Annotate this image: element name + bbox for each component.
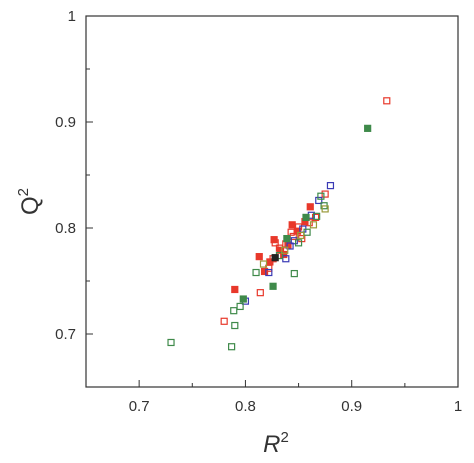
data-point — [306, 203, 314, 211]
data-point — [280, 250, 288, 259]
y-tick-label: 0.7 — [55, 326, 76, 343]
data-point — [287, 228, 295, 236]
x-tick-label: 0.8 — [235, 398, 256, 415]
data-point — [270, 236, 278, 244]
data-point — [286, 242, 294, 250]
data-point — [297, 231, 305, 240]
data-point — [220, 317, 228, 325]
data-point — [364, 124, 372, 132]
y-tick-label: 0.8 — [55, 220, 76, 237]
x-axis-label: R2 — [263, 429, 289, 458]
points-layer — [167, 97, 391, 351]
data-point — [290, 237, 298, 245]
y-axis-label: Q2 — [15, 188, 44, 215]
data-point — [255, 253, 263, 261]
y-tick-label: 0.9 — [55, 114, 76, 131]
ticks-layer — [86, 68, 406, 387]
data-point — [281, 246, 289, 254]
data-point — [230, 307, 238, 315]
data-point — [302, 213, 310, 221]
data-point — [283, 235, 291, 243]
data-point — [311, 213, 320, 221]
data-point — [260, 267, 269, 276]
data-point — [326, 182, 335, 190]
data-point — [239, 295, 247, 303]
plot-frame — [85, 15, 459, 388]
data-point — [259, 260, 268, 268]
data-point — [290, 269, 298, 278]
data-point — [252, 268, 260, 277]
data-point — [256, 289, 264, 297]
data-point — [269, 282, 277, 290]
data-point — [231, 321, 239, 330]
data-point — [294, 239, 303, 247]
data-point — [228, 343, 236, 351]
data-point — [265, 268, 273, 277]
data-point — [317, 192, 325, 200]
data-point — [167, 338, 175, 347]
x-tick-label: 1 — [454, 398, 462, 415]
data-point — [309, 221, 318, 229]
data-point — [315, 196, 323, 205]
data-point — [236, 302, 244, 311]
y-tick-label: 1 — [68, 8, 76, 25]
tick-labels-layer: 0.7 0.8 0.9 1 0.7 0.8 0.9 1 — [55, 8, 462, 415]
x-tick-label: 0.7 — [129, 398, 150, 415]
data-point — [321, 190, 329, 198]
data-point — [231, 285, 239, 294]
data-point — [321, 205, 329, 213]
data-point — [313, 212, 321, 220]
x-tick-label: 0.9 — [341, 398, 362, 415]
data-point — [271, 254, 279, 262]
data-point — [383, 97, 391, 105]
data-point — [288, 221, 296, 229]
